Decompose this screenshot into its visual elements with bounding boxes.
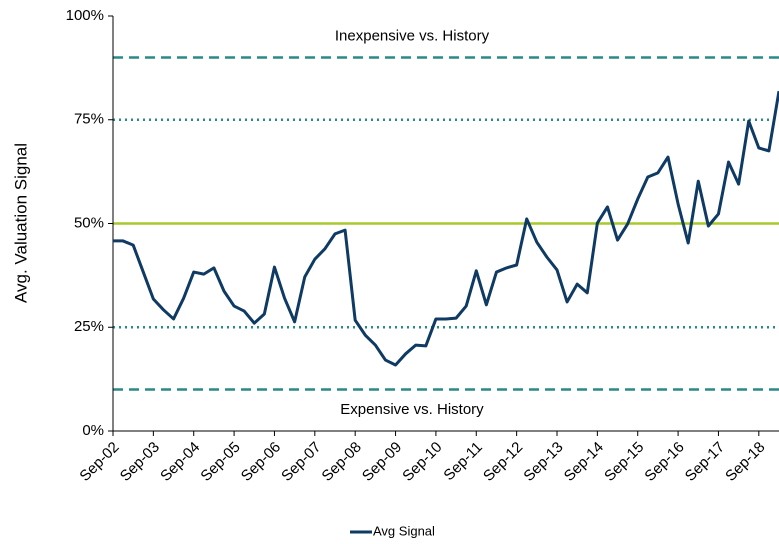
x-tick-label: Sep-11	[440, 439, 485, 484]
x-tick-label: Sep-15	[601, 439, 647, 485]
x-tick-label: Sep-13	[520, 439, 566, 485]
x-tick-label: Sep-18	[722, 439, 768, 485]
x-tick-label: Sep-02	[76, 439, 122, 485]
x-tick-label: Sep-08	[319, 439, 365, 485]
x-tick-label: Sep-17	[682, 439, 728, 485]
y-tick-label: 0%	[82, 422, 104, 439]
x-tick-label: Sep-03	[117, 439, 163, 485]
data-line	[113, 90, 779, 367]
x-tick-label: Sep-16	[641, 439, 687, 485]
y-tick-label: 25%	[74, 318, 104, 335]
x-tick-label: Sep-10	[399, 439, 445, 485]
legend-label: Avg Signal	[373, 523, 435, 538]
x-tick-label: Sep-07	[278, 439, 324, 485]
x-tick-label: Sep-14	[561, 439, 607, 485]
y-tick-label: 100%	[66, 7, 104, 24]
y-axis-label: Avg. Valuation Signal	[11, 143, 30, 303]
x-tick-label: Sep-05	[197, 439, 243, 485]
x-tick-label: Sep-06	[238, 439, 284, 485]
y-tick-label: 75%	[74, 111, 104, 128]
y-tick-label: 50%	[74, 214, 104, 231]
x-tick-label: Sep-09	[359, 439, 405, 485]
annotation: Inexpensive vs. History	[335, 28, 490, 45]
annotation: Expensive vs. History	[340, 401, 484, 418]
x-tick-label: Sep-12	[480, 439, 526, 485]
x-tick-label: Sep-04	[157, 439, 203, 485]
